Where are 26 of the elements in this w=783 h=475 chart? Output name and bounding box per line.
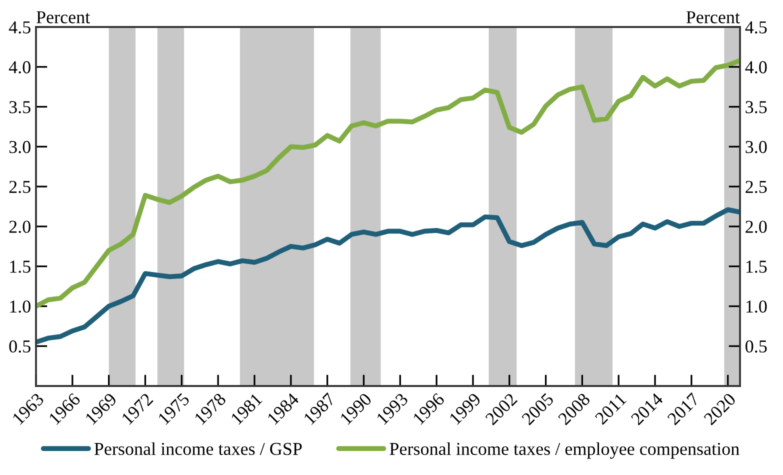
- y-tick-label: 4.5: [8, 21, 30, 34]
- y-tick-label: 0.5: [9, 340, 30, 353]
- y2-tick-label: 2.5: [746, 180, 767, 194]
- y-tick-label: 3.5: [9, 101, 30, 114]
- x-tick-label: 2011: [594, 392, 627, 426]
- y-axis-title: Percent: [36, 11, 90, 24]
- y-tick-label: 1.0: [10, 300, 30, 313]
- legend-label: Personal income taxes / GSP: [94, 442, 302, 456]
- y2-tick-label: 3.0: [746, 140, 767, 154]
- y-tick-label: 4.0: [8, 61, 30, 74]
- legend-label: Personal income taxes / employee compensation: [390, 442, 740, 459]
- y2-tick-label: 4.0: [745, 61, 767, 74]
- y2-tick-label: 3.5: [746, 101, 767, 114]
- y2-tick-label: 0.5: [746, 340, 767, 353]
- y2-tick-label: 1.5: [746, 260, 767, 273]
- y2-tick-label: 2.0: [746, 220, 767, 233]
- y-tick-label: 2.0: [9, 220, 30, 233]
- y2-axis-title: Percent: [686, 11, 740, 24]
- line-series: [36, 207, 740, 345]
- y-tick-label: 2.5: [9, 180, 30, 194]
- y-tick-label: 3.0: [9, 140, 30, 154]
- y-tick-label: 1.5: [10, 260, 30, 273]
- x-tick-label: 1981: [230, 392, 263, 425]
- y2-tick-label: 1.0: [746, 300, 767, 313]
- y2-tick-label: 4.5: [745, 21, 767, 34]
- line-series: [36, 58, 740, 309]
